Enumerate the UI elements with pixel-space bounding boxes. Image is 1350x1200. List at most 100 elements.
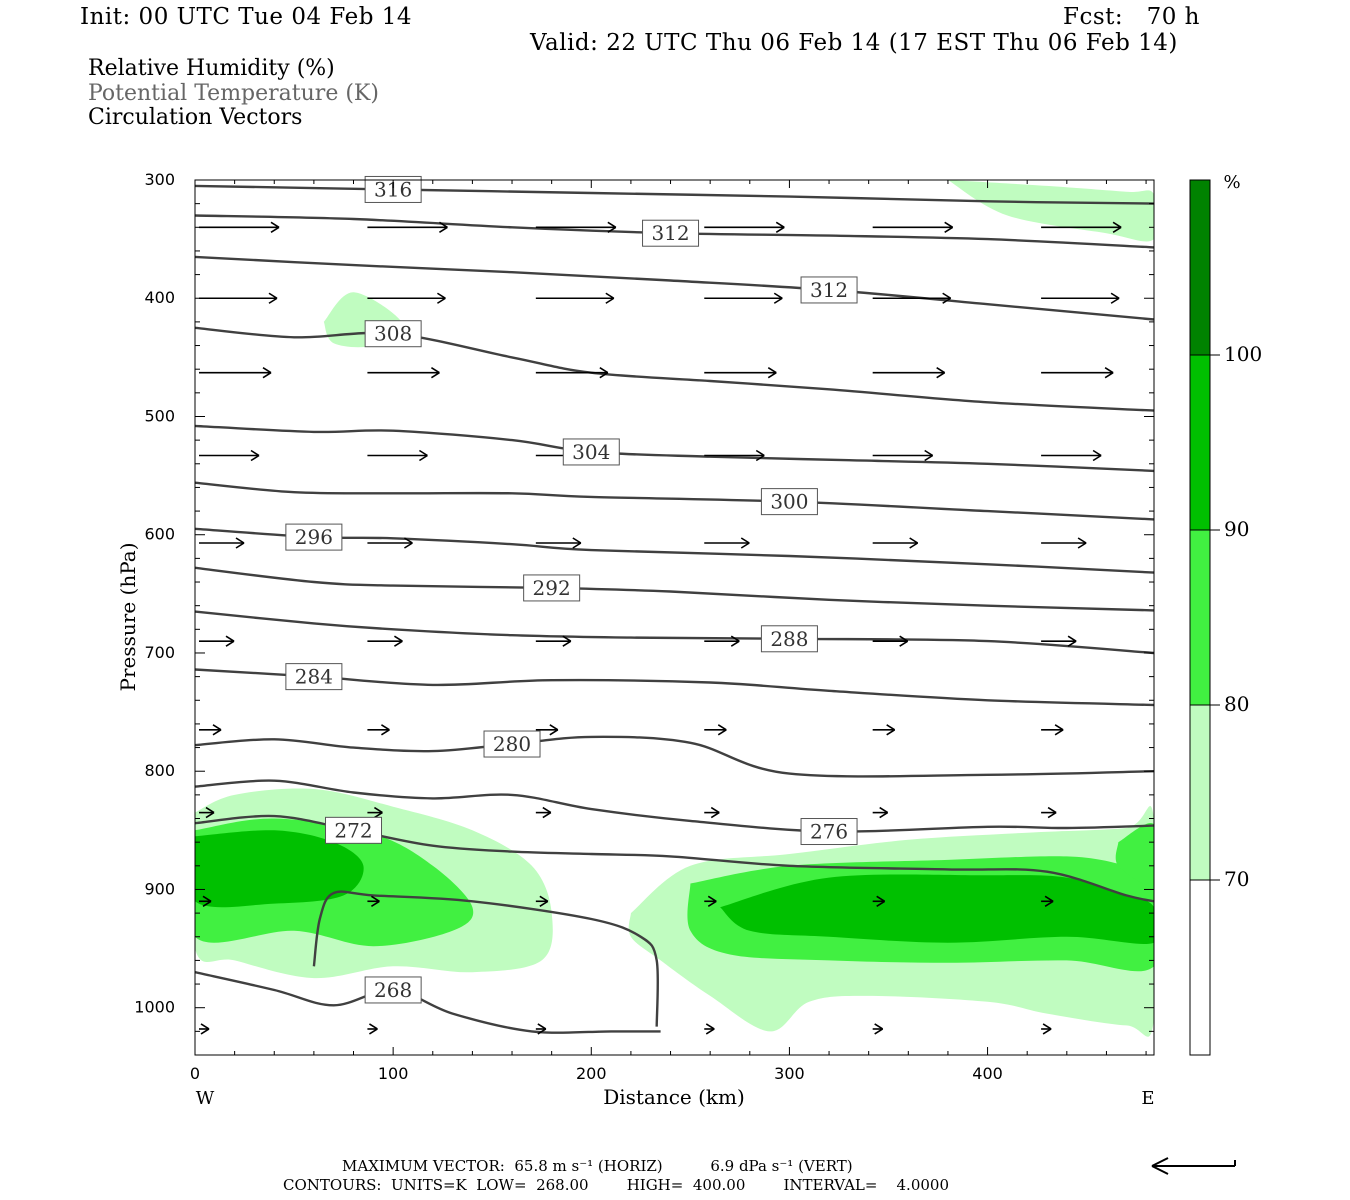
vector-head-up xyxy=(1047,806,1057,814)
x-tick-label-0: 0 xyxy=(190,1064,200,1083)
rh-region-8 xyxy=(1115,823,1154,886)
circulation-vectors xyxy=(199,221,1122,1035)
vector-head-up xyxy=(717,724,727,731)
vector-head-up xyxy=(1110,292,1120,299)
colorbar-segment-3 xyxy=(1190,705,1210,880)
vector-1-5 xyxy=(1041,292,1120,304)
vector-9-1 xyxy=(367,1023,378,1035)
vector-head-up xyxy=(605,292,615,299)
theta-label-box-10 xyxy=(483,730,541,758)
vector-head-up xyxy=(539,895,549,902)
y-tick-label-1000: 1000 xyxy=(134,998,175,1017)
vector-7-0 xyxy=(199,806,215,819)
vector-head-up xyxy=(936,367,946,374)
vector-head-down xyxy=(909,542,919,549)
vector-head-up xyxy=(1104,367,1114,374)
theta-label-280: 280 xyxy=(493,732,531,756)
vector-head-down xyxy=(886,729,896,736)
vector-head-down xyxy=(740,542,750,549)
vector-head-up xyxy=(370,895,380,902)
vector-head-down xyxy=(1047,811,1057,819)
vector-head-up xyxy=(418,449,428,457)
vector-9-2 xyxy=(535,1023,547,1035)
y-tick-label-300: 300 xyxy=(144,170,175,189)
vector-head-up xyxy=(202,895,212,902)
y-tick-label-700: 700 xyxy=(144,643,175,662)
vector-9-4 xyxy=(872,1023,884,1035)
colorbar-segment-2 xyxy=(1190,530,1210,705)
vector-head-down xyxy=(599,372,609,379)
vector-head-down xyxy=(705,1028,715,1035)
theta-label-304: 304 xyxy=(572,440,610,464)
vector-head-up xyxy=(710,806,720,814)
vector-head-up xyxy=(876,895,886,902)
vector-2-2 xyxy=(535,367,609,379)
vector-2-3 xyxy=(704,367,777,379)
vector-3-3 xyxy=(704,449,765,462)
vector-5-4 xyxy=(872,635,909,647)
vector-head-down xyxy=(1092,454,1102,462)
vector-3-5 xyxy=(1041,449,1102,462)
vector-head-up xyxy=(909,537,919,544)
vector-2-0 xyxy=(199,367,272,379)
vector-head-down xyxy=(438,226,448,233)
vector-4-4 xyxy=(872,537,919,549)
theta-label-276: 276 xyxy=(810,820,848,844)
y-axis-label: Pressure (hPa) xyxy=(116,543,140,692)
vector-head-up xyxy=(599,367,609,374)
x-tick-label-300: 300 xyxy=(774,1064,805,1083)
vector-0-4 xyxy=(872,221,954,233)
legend-rh: Relative Humidity (%) xyxy=(88,56,335,81)
x-axis-label: Distance (km) xyxy=(603,1085,745,1109)
vector-1-2 xyxy=(535,292,615,304)
theta-contour-312-2 xyxy=(195,255,1154,321)
vector-4-2 xyxy=(535,537,582,549)
vector-head-down xyxy=(270,226,280,233)
vector-head-down xyxy=(1044,900,1054,907)
vector-head-up xyxy=(1067,635,1077,642)
vector-1-3 xyxy=(704,292,783,304)
vector-head-up xyxy=(212,724,222,731)
vector-head-up xyxy=(944,221,954,228)
vector-7-4 xyxy=(872,806,889,819)
colorbar-label-90: 90 xyxy=(1224,517,1249,541)
vector-0-1 xyxy=(367,221,448,233)
vector-head-down xyxy=(212,729,222,736)
theta-label-box-13 xyxy=(364,976,422,1004)
vector-head-up xyxy=(542,806,552,814)
theta-contour-316-0 xyxy=(195,184,1154,205)
vector-8-1 xyxy=(367,895,380,907)
theta-label-box-9 xyxy=(285,663,343,691)
vector-1-0 xyxy=(199,292,278,304)
theta-label-box-2 xyxy=(800,276,858,304)
x-axis-east: E xyxy=(1141,1088,1154,1109)
vector-1-1 xyxy=(367,292,446,304)
reference-vector xyxy=(1151,1157,1236,1175)
colorbar-segment-4 xyxy=(1190,880,1210,1055)
vector-head-down xyxy=(707,900,717,907)
vector-5-0 xyxy=(199,635,235,647)
vector-head-up xyxy=(924,449,934,457)
vector-head-up xyxy=(707,895,717,902)
vector-head-up xyxy=(773,292,783,299)
vector-head-up xyxy=(899,635,909,642)
vector-head-down xyxy=(876,900,886,907)
vector-0-0 xyxy=(199,221,280,233)
vector-head-down xyxy=(1110,297,1120,304)
y-tick-label-500: 500 xyxy=(144,406,175,425)
theta-label-312: 312 xyxy=(651,221,689,245)
theta-label-box-5 xyxy=(760,488,818,516)
vector-7-5 xyxy=(1041,806,1057,819)
vector-6-1 xyxy=(367,724,390,736)
vector-head-down xyxy=(542,811,552,819)
theta-contour-276-11 xyxy=(195,779,1154,833)
theta-contour-300-5 xyxy=(195,481,1154,521)
init-time: Init: 00 UTC Tue 04 Feb 14 xyxy=(80,4,413,30)
vector-head-up xyxy=(1112,221,1122,228)
vector-0-5 xyxy=(1041,221,1122,233)
vector-7-2 xyxy=(535,806,552,819)
vector-6-0 xyxy=(199,724,222,736)
vector-head-down xyxy=(368,1028,378,1035)
vector-4-1 xyxy=(367,537,413,549)
vector-head-up xyxy=(393,635,403,642)
